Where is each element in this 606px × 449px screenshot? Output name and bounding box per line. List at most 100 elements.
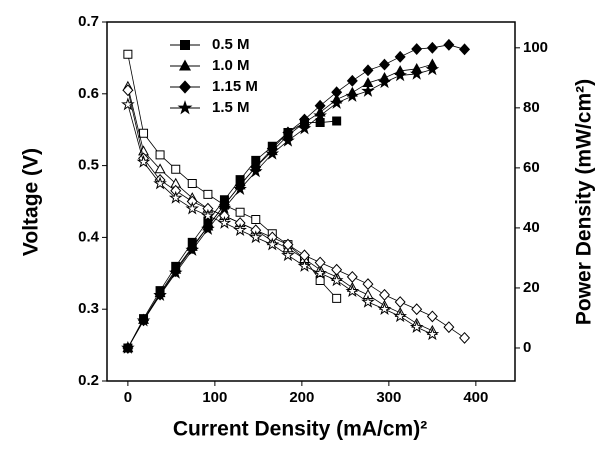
x-tick-label: 400	[463, 389, 488, 406]
x-tick-label: 100	[202, 389, 227, 406]
x-tick-label: 200	[289, 389, 314, 406]
y-tick-label: 0.2	[78, 372, 99, 389]
marker	[329, 95, 344, 109]
marker	[425, 62, 440, 76]
marker	[168, 265, 183, 279]
marker	[185, 242, 200, 256]
marker	[411, 303, 423, 316]
legend-marker	[177, 100, 193, 115]
marker	[281, 133, 295, 147]
marker	[332, 116, 342, 126]
marker	[379, 58, 390, 71]
marker	[377, 302, 392, 315]
marker	[265, 146, 280, 160]
marker	[155, 150, 165, 160]
x-tick-label: 300	[376, 389, 401, 406]
marker	[136, 313, 151, 327]
legend-marker	[178, 80, 192, 94]
marker	[409, 319, 424, 333]
marker	[171, 164, 181, 174]
y-axis-label: Voltage (V)	[20, 148, 43, 256]
marker	[459, 43, 471, 56]
marker	[313, 266, 327, 280]
y2-axis-label: Power Density (mW/cm²)	[573, 79, 596, 325]
marker	[122, 84, 134, 97]
x-tick-label: 0	[124, 389, 132, 406]
marker	[297, 258, 312, 272]
marker	[297, 121, 312, 135]
y-tick-label: 0.5	[78, 157, 99, 174]
legend-marker	[178, 59, 192, 71]
marker	[443, 38, 455, 51]
marker	[345, 88, 360, 102]
marker	[425, 327, 440, 341]
y-tick-label: 0.6	[78, 85, 99, 102]
y2-tick-label: 60	[523, 159, 540, 176]
y-tick-label: 0.3	[78, 300, 99, 317]
marker	[121, 340, 135, 354]
legend-marker	[180, 40, 190, 50]
marker	[411, 43, 423, 55]
marker	[187, 179, 197, 189]
marker	[377, 75, 392, 89]
y-tick-label: 0.4	[78, 228, 100, 245]
marker	[393, 68, 407, 82]
marker	[362, 64, 374, 77]
marker	[153, 287, 167, 301]
marker	[443, 321, 455, 334]
y2-tick-label: 100	[523, 39, 548, 56]
marker	[346, 74, 358, 87]
marker	[121, 97, 135, 111]
marker	[345, 284, 360, 298]
marker	[233, 223, 247, 237]
marker	[459, 331, 471, 344]
marker	[251, 214, 261, 224]
marker	[393, 309, 407, 323]
marker	[313, 108, 327, 122]
legend-label: 1.5 M	[212, 99, 250, 116]
y2-tick-label: 40	[523, 219, 540, 236]
marker	[123, 49, 133, 59]
marker	[346, 270, 358, 283]
legend-label: 1.15 M	[212, 78, 258, 95]
y-tick-label: 0.7	[78, 13, 99, 30]
marker	[233, 182, 247, 195]
marker	[426, 310, 438, 323]
marker	[332, 293, 342, 303]
marker	[251, 155, 261, 165]
legend-label: 1.0 M	[212, 57, 250, 74]
marker	[379, 288, 390, 301]
marker	[331, 86, 343, 99]
y2-tick-label: 0	[523, 339, 531, 356]
marker	[394, 296, 406, 308]
marker	[281, 248, 295, 262]
marker	[362, 278, 374, 291]
marker	[217, 215, 232, 229]
marker	[361, 294, 375, 308]
marker	[201, 221, 215, 235]
marker	[265, 237, 280, 251]
y2-tick-label: 80	[523, 99, 540, 116]
marker	[329, 273, 344, 287]
marker	[361, 83, 375, 97]
marker	[153, 176, 167, 190]
legend-label: 0.5 M	[212, 36, 250, 53]
marker	[248, 164, 263, 178]
marker	[136, 154, 151, 168]
marker	[139, 128, 149, 138]
marker	[168, 190, 183, 204]
marker	[217, 200, 232, 214]
x-axis-label: Current Density (mA/cm)²	[173, 418, 427, 441]
marker	[248, 230, 263, 244]
y2-tick-label: 20	[523, 279, 540, 296]
marker	[201, 208, 215, 222]
voltage-line	[127, 90, 465, 339]
marker	[235, 207, 245, 217]
marker	[154, 163, 166, 174]
marker	[426, 41, 438, 54]
marker	[409, 66, 424, 80]
marker	[394, 50, 406, 63]
marker	[185, 201, 200, 215]
